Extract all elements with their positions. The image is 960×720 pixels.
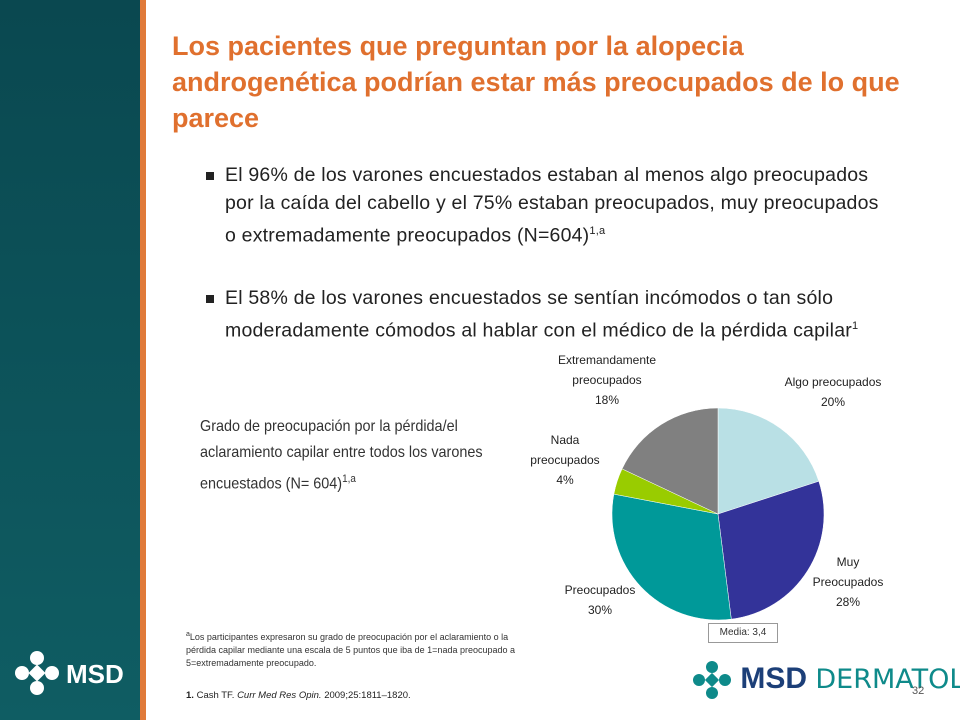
pie-slice (717, 480, 825, 620)
value-label: 28% (835, 595, 861, 609)
left-logo-text: MSD (66, 659, 124, 689)
ref-journal: Curr Med Res Opin. (237, 690, 322, 701)
pie-slice (611, 493, 732, 621)
bullet: El 96% de los varones encuestados estaba… (206, 161, 885, 250)
superscript: a (186, 631, 190, 638)
value-label: 30% (587, 603, 613, 617)
chart-caption: Grado de preocupación por la pérdida/el … (200, 414, 488, 497)
right-logo-brand: MSD (740, 661, 808, 695)
right-logo: MSD DERMATOLOGÍA (692, 660, 960, 700)
category-label: Algo preocupados (784, 375, 882, 389)
slice-label: Preocupados 30% (550, 580, 650, 620)
slice-label: Nada preocupados 4% (525, 430, 605, 490)
ref-details: 2009;25:1811–1820. (324, 690, 411, 701)
superscript: 1 (851, 320, 859, 332)
caption-text: Grado de preocupación por la pérdida/el … (200, 418, 483, 493)
slice-label: Algo preocupados 20% (763, 372, 903, 412)
category-label: Extremandamente preocupados (557, 353, 657, 387)
category-label: Nada preocupados (530, 433, 600, 467)
category-label: Muy Preocupados (812, 555, 884, 589)
reference: 1. Cash TF. Curr Med Res Opin. 2009;25:1… (186, 690, 411, 701)
slice-label: Extremandamente preocupados 18% (547, 350, 667, 410)
footnote: aLos participantes expresaron su grado d… (186, 628, 516, 670)
superscript: 1,a (342, 473, 356, 485)
ref-number: 1. (186, 690, 194, 701)
footnote-text: Los participantes expresaron su grado de… (186, 632, 516, 668)
accent-stripe (140, 0, 146, 720)
pie-slice (717, 407, 820, 515)
title: Los pacientes que preguntan por la alope… (172, 31, 900, 133)
value-label: 18% (594, 393, 620, 407)
value-label: 20% (820, 395, 846, 409)
slice-label: Muy Preocupados 28% (808, 552, 888, 612)
bullet-text: El 96% de los varones encuestados estaba… (225, 164, 879, 247)
chart-note: Media: 3,4 (708, 623, 778, 643)
page-number: 32 (912, 685, 925, 697)
value-label: 4% (556, 473, 574, 487)
ref-author: Cash TF. (196, 690, 235, 701)
right-logo-area: DERMATOLOGÍA (815, 663, 960, 695)
category-label: Preocupados (564, 583, 636, 597)
sidebar (0, 0, 140, 720)
bullet-text: El 58% de los varones encuestados se sen… (225, 287, 852, 342)
right-logo-icon (693, 661, 731, 699)
superscript: 1,a (589, 225, 606, 237)
left-logo: MSD (15, 651, 124, 695)
pie-slice (621, 407, 719, 515)
bullet: El 58% de los varones encuestados se sen… (206, 284, 885, 345)
